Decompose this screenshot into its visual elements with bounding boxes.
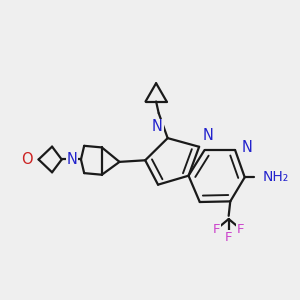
Text: NH₂: NH₂ [262, 170, 289, 184]
Text: O: O [21, 152, 33, 167]
Text: N: N [203, 128, 214, 143]
Text: F: F [237, 223, 244, 236]
Text: F: F [225, 231, 232, 244]
Text: N: N [66, 152, 77, 167]
Text: N: N [242, 140, 252, 155]
Text: F: F [213, 223, 220, 236]
Text: N: N [152, 119, 163, 134]
